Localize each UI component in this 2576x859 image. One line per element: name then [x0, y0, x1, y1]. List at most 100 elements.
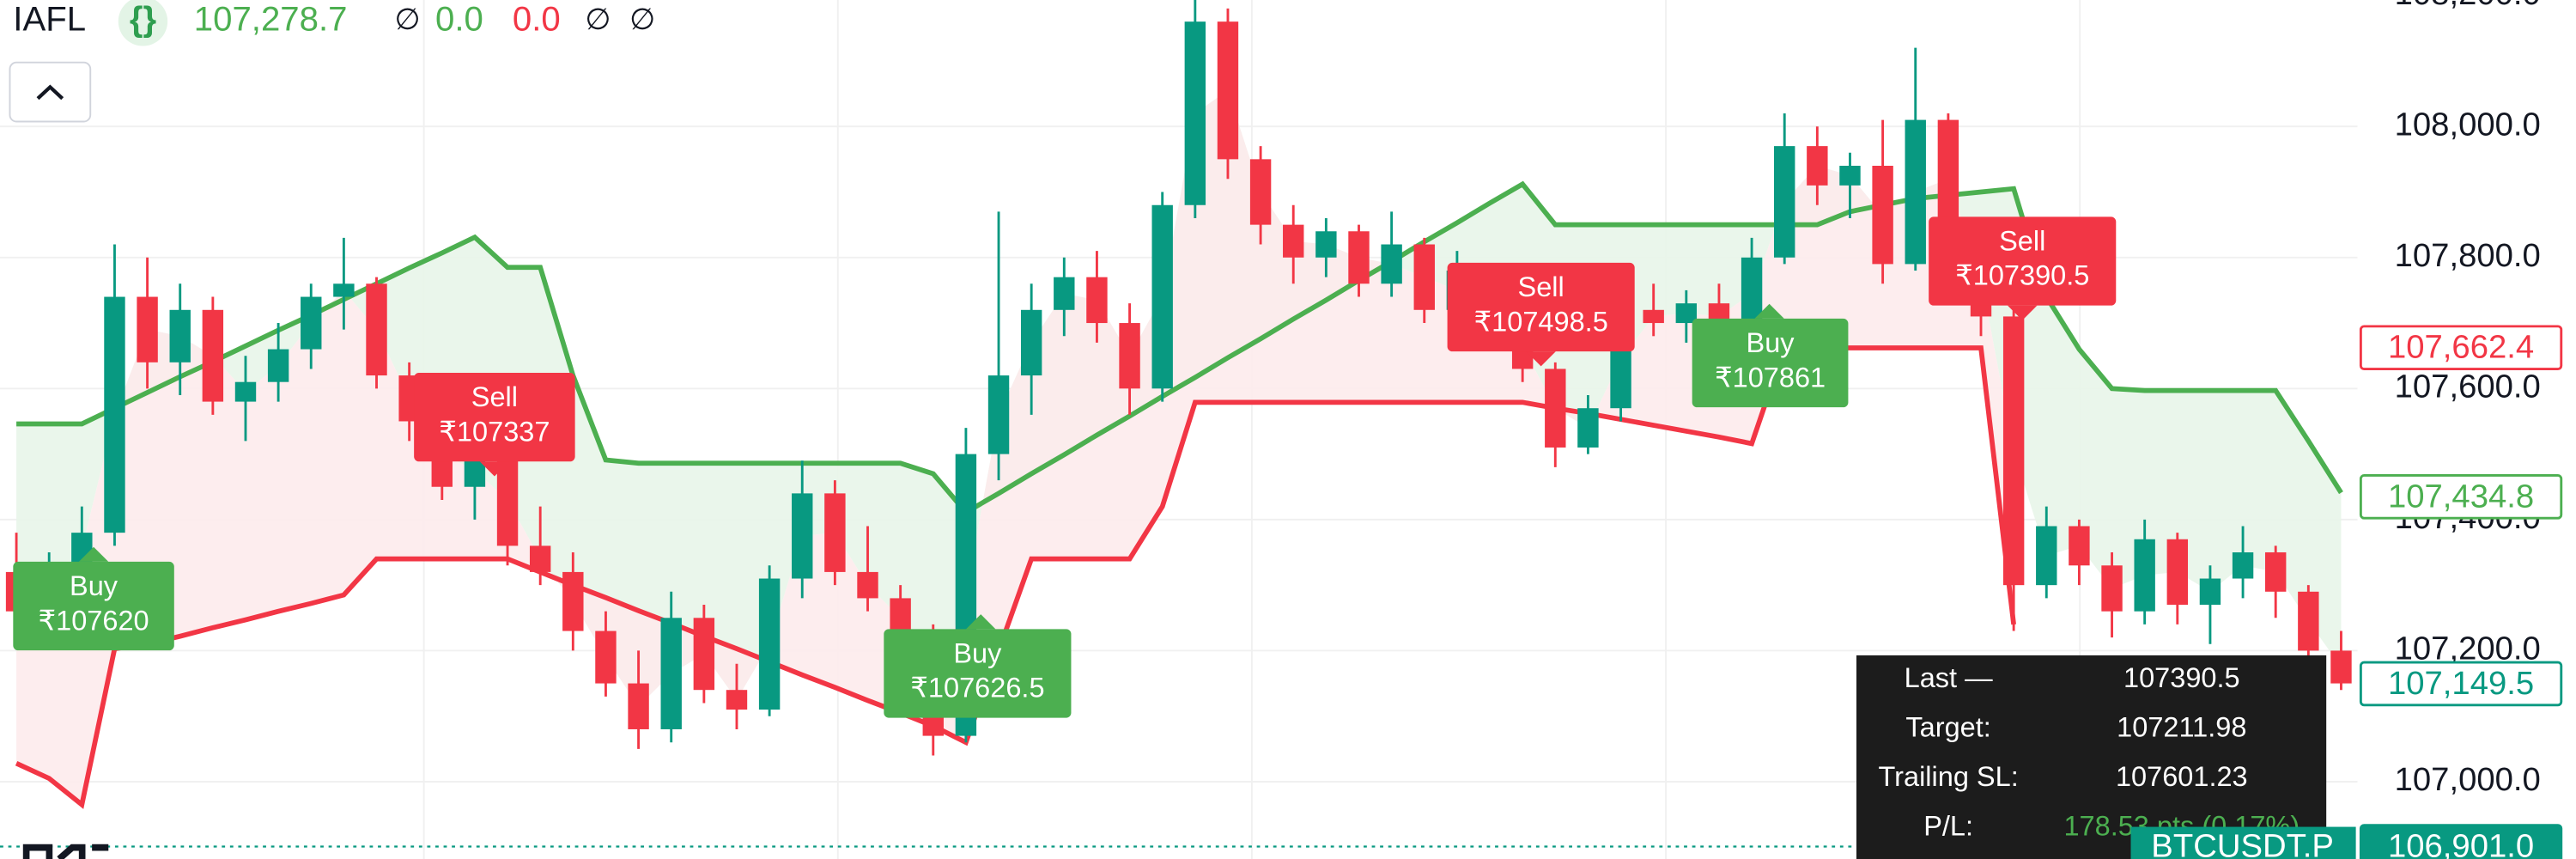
- y-tick-label: 107,200.0: [2395, 631, 2541, 667]
- signal-side: Buy: [1747, 327, 1795, 358]
- candle-body: [1872, 165, 1893, 265]
- candle-body: [1675, 303, 1698, 324]
- candle-body: [792, 493, 813, 579]
- candle-body: [2330, 650, 2352, 684]
- candle-body: [202, 309, 224, 402]
- band-fill: [16, 90, 2342, 707]
- candle-body: [2232, 552, 2254, 579]
- logo: [22, 844, 109, 859]
- candle-body: [1151, 204, 1173, 389]
- candle-body: [1839, 165, 1861, 186]
- price-axis-background: [2357, 0, 2576, 859]
- signal-box: [1447, 262, 1635, 352]
- signal-price: ₹107337: [439, 416, 550, 447]
- candle-body: [1413, 244, 1435, 310]
- signal-box: [414, 373, 575, 462]
- band-line: [15, 345, 2016, 809]
- header-item: 0.0: [513, 0, 561, 38]
- candle-body: [1184, 21, 1206, 205]
- candle-body: [2166, 539, 2189, 606]
- signal-side: Sell: [1999, 226, 2045, 257]
- collapse-chevron[interactable]: [36, 84, 64, 101]
- signal-box: [1929, 216, 2117, 306]
- candle-body: [267, 349, 289, 382]
- candle-body: [2265, 552, 2287, 592]
- signal-pointer: [78, 546, 109, 562]
- price-label: 107,662.4: [2388, 329, 2534, 366]
- signal-price: ₹107390.5: [1955, 260, 2089, 291]
- symbol: IAFL: [13, 0, 86, 38]
- signal-pointer: [479, 461, 510, 477]
- signal-pointer: [1526, 351, 1556, 367]
- candle-body: [1283, 224, 1304, 258]
- info-key: Target:: [1905, 712, 1990, 743]
- signals: Buy₹107620Sell₹107337Buy₹107626.5Sell₹10…: [13, 216, 2117, 718]
- candle-body: [1054, 277, 1075, 310]
- candle-body: [1119, 323, 1140, 389]
- candle-body: [857, 571, 878, 599]
- signal-box: [884, 629, 1072, 718]
- info-value: 107211.98: [2117, 712, 2246, 743]
- signal-side: Buy: [953, 638, 1002, 669]
- signal-box: [1692, 318, 1849, 408]
- signal-pointer: [966, 614, 996, 630]
- candle-body: [693, 618, 715, 691]
- candle-body: [2069, 526, 2090, 566]
- candle-body: [2002, 316, 2025, 586]
- candle-body: [529, 545, 551, 572]
- y-tick-label: 107,600.0: [2395, 368, 2541, 405]
- info-key: P/L:: [1923, 810, 1973, 841]
- band-fills: [16, 90, 2342, 805]
- candle-body: [628, 683, 649, 729]
- header-item: ∅: [585, 3, 611, 36]
- candle-body: [1020, 309, 1042, 376]
- candle-body: [366, 283, 387, 376]
- candle-body: [562, 571, 584, 631]
- signal-side: Buy: [70, 570, 118, 601]
- signal-pointer: [2008, 305, 2038, 320]
- header: IAFL {} 107,278.7 ∅ 0.0 0.0 ∅ ∅: [13, 0, 655, 46]
- candle-body: [987, 375, 1010, 454]
- candle-body: [234, 381, 257, 402]
- price-label: 107,149.5: [2388, 665, 2534, 702]
- candle-body: [2134, 539, 2155, 612]
- y-tick-label: 108,200.0: [2395, 0, 2541, 12]
- collapse-button-box[interactable]: [9, 61, 92, 123]
- header-item: ∅: [629, 3, 655, 36]
- candle-body: [1217, 21, 1239, 160]
- candle-body: [333, 283, 355, 297]
- signal-price: ₹107620: [38, 605, 149, 636]
- price-label-box: [2359, 661, 2563, 707]
- candle-body: [660, 618, 682, 729]
- signal-price: ₹107626.5: [910, 673, 1044, 704]
- info-key: Trailing SL:: [1879, 761, 2019, 792]
- candle-body: [1545, 369, 1566, 448]
- candle-body: [1774, 146, 1795, 258]
- candle-body: [2101, 565, 2123, 612]
- candle-body: [169, 309, 191, 362]
- badge-background: [118, 0, 168, 46]
- y-tick-label: 107,000.0: [2395, 761, 2541, 798]
- symbol-label-box: [2130, 826, 2356, 859]
- badge: {}: [130, 0, 157, 38]
- candle-body: [1807, 146, 1828, 186]
- candle-body: [1086, 277, 1108, 324]
- signal-side: Sell: [1518, 271, 1564, 302]
- candle-body: [1381, 244, 1402, 284]
- candle-body: [104, 296, 125, 533]
- price-label-box: [2359, 824, 2563, 859]
- header-item: 0.0: [435, 0, 483, 38]
- candle-body: [758, 578, 781, 710]
- info-value: 107601.23: [2116, 761, 2248, 792]
- price-label: 107,434.8: [2388, 478, 2534, 515]
- candle-body: [2036, 526, 2057, 586]
- y-tick-label: 108,000.0: [2395, 106, 2541, 143]
- candle-body: [1348, 231, 1370, 284]
- price-label-box: [2359, 325, 2563, 371]
- candle-body: [1249, 159, 1272, 225]
- candle-body: [824, 493, 846, 572]
- collapse-button[interactable]: [9, 61, 92, 123]
- candle-body: [1905, 119, 1926, 265]
